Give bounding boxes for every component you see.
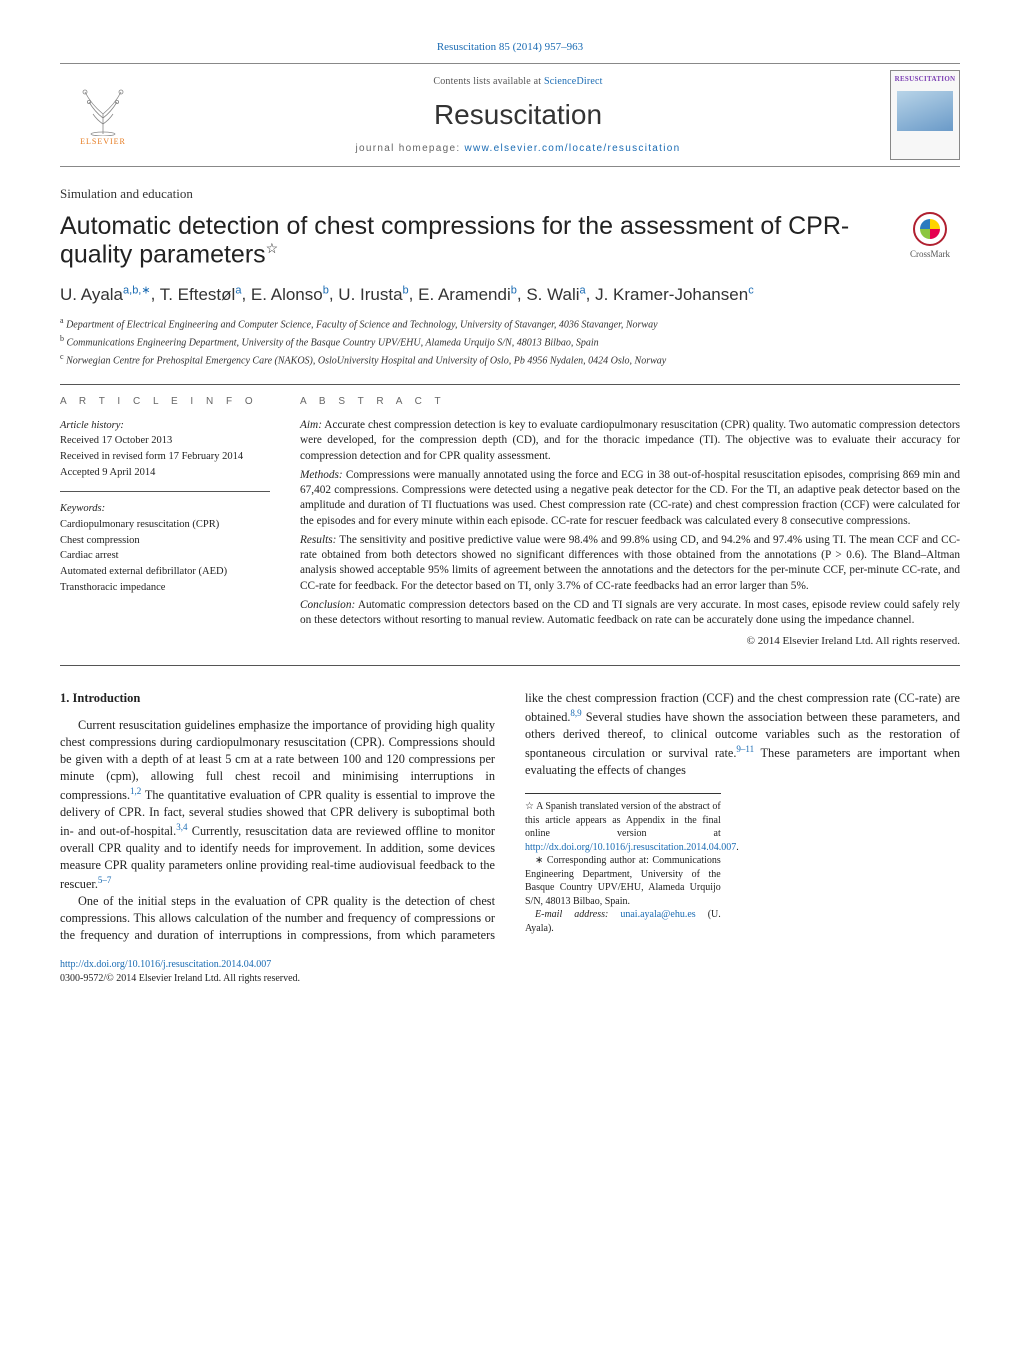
footnote-text: ☆ A Spanish translated version of the ab…: [525, 801, 721, 839]
author: T. Eftestøla: [160, 285, 242, 304]
footnote-star: ☆ A Spanish translated version of the ab…: [525, 800, 721, 854]
author: U. Ayalaa,b,∗: [60, 285, 151, 304]
footnote-doi-link[interactable]: http://dx.doi.org/10.1016/j.resuscitatio…: [525, 842, 736, 853]
received-date: Received 17 October 2013: [60, 434, 270, 449]
title-footnote-star: ☆: [266, 240, 279, 256]
body-columns: 1. Introduction Current resuscitation gu…: [60, 690, 960, 944]
crossmark-badge[interactable]: CrossMark: [900, 212, 960, 261]
elsevier-tree-icon: [73, 84, 133, 136]
elsevier-logo: ELSEVIER: [60, 72, 146, 158]
keyword: Cardiac arrest: [60, 549, 270, 564]
journal-header-bar: ELSEVIER Contents lists available at Sci…: [60, 63, 960, 167]
abstract-heading: a b s t r a c t: [300, 395, 960, 409]
article-info-column: a r t i c l e i n f o Article history: R…: [60, 395, 270, 650]
accepted-date: Accepted 9 April 2014: [60, 466, 270, 481]
citation-ref[interactable]: 5–7: [98, 875, 112, 885]
journal-cover-thumbnail: RESUSCITATION: [890, 70, 960, 160]
crossmark-label: CrossMark: [910, 248, 950, 261]
doi-block: http://dx.doi.org/10.1016/j.resuscitatio…: [60, 958, 960, 986]
author: U. Irustab: [338, 285, 408, 304]
keyword: Automated external defibrillator (AED): [60, 565, 270, 580]
elsevier-wordmark: ELSEVIER: [80, 136, 126, 147]
citation-ref[interactable]: 9–11: [736, 744, 754, 754]
abstract-paragraph: Aim: Accurate chest compression detectio…: [300, 418, 960, 464]
history-label: Article history:: [60, 419, 270, 434]
author: E. Alonsob: [251, 285, 329, 304]
author: S. Walia: [526, 285, 585, 304]
cover-image: [897, 91, 953, 131]
title-row: Automatic detection of chest compression…: [60, 212, 960, 270]
header-center: Contents lists available at ScienceDirec…: [160, 75, 876, 156]
section-heading-1: 1. Introduction: [60, 690, 495, 707]
citation-ref[interactable]: 3,4: [176, 822, 187, 832]
abstract-paragraph: Methods: Compressions were manually anno…: [300, 468, 960, 529]
doi-link[interactable]: http://dx.doi.org/10.1016/j.resuscitatio…: [60, 959, 271, 970]
crossmark-icon: [913, 212, 947, 246]
email-link[interactable]: unai.ayala@ehu.es: [620, 909, 695, 920]
article-title: Automatic detection of chest compression…: [60, 212, 884, 270]
journal-homepage-link[interactable]: www.elsevier.com/locate/resuscitation: [465, 143, 681, 154]
abstract-copyright: © 2014 Elsevier Ireland Ltd. All rights …: [300, 634, 960, 649]
abstract-paragraph: Results: The sensitivity and positive pr…: [300, 533, 960, 594]
article-info-heading: a r t i c l e i n f o: [60, 395, 270, 409]
affiliation: a Department of Electrical Engineering a…: [60, 316, 960, 332]
body-paragraph: Current resuscitation guidelines emphasi…: [60, 717, 495, 893]
sciencedirect-link[interactable]: ScienceDirect: [544, 76, 603, 87]
keywords-label: Keywords:: [60, 502, 270, 517]
article-title-text: Automatic detection of chest compression…: [60, 212, 849, 269]
journal-reference: Resuscitation 85 (2014) 957–963: [60, 40, 960, 55]
author: E. Aramendib: [418, 285, 517, 304]
keyword: Cardiopulmonary resuscitation (CPR): [60, 518, 270, 533]
cover-title: RESUSCITATION: [895, 75, 956, 85]
article-supersection: Simulation and education: [60, 185, 960, 203]
abstract-column: a b s t r a c t Aim: Accurate chest comp…: [300, 395, 960, 650]
article-history-block: Article history: Received 17 October 201…: [60, 419, 270, 493]
citation-ref[interactable]: 1,2: [130, 786, 141, 796]
author: J. Kramer-Johansenc: [595, 285, 754, 304]
citation-ref[interactable]: 8,9: [570, 708, 581, 718]
journal-reference-link[interactable]: Resuscitation 85 (2014) 957–963: [437, 41, 583, 53]
revised-date: Received in revised form 17 February 201…: [60, 450, 270, 465]
footnote-corresponding: ∗ Corresponding author at: Communication…: [525, 854, 721, 908]
journal-name: Resuscitation: [160, 95, 876, 134]
footnote-text: .: [736, 842, 739, 853]
email-label: E-mail address:: [535, 909, 620, 920]
issn-copyright-line: 0300-9572/© 2014 Elsevier Ireland Ltd. A…: [60, 973, 300, 984]
footnote-block: ☆ A Spanish translated version of the ab…: [525, 793, 721, 935]
info-abstract-row: a r t i c l e i n f o Article history: R…: [60, 395, 960, 650]
footnote-email: E-mail address: unai.ayala@ehu.es (U. Ay…: [525, 908, 721, 935]
contents-available-line: Contents lists available at ScienceDirec…: [160, 75, 876, 89]
keywords-block: Keywords: Cardiopulmonary resuscitation …: [60, 502, 270, 595]
keyword: Transthoracic impedance: [60, 581, 270, 596]
keyword: Chest compression: [60, 534, 270, 549]
homepage-prefix: journal homepage:: [356, 143, 465, 154]
affiliation-list: a Department of Electrical Engineering a…: [60, 316, 960, 367]
abstract-paragraph: Conclusion: Automatic compression detect…: [300, 598, 960, 629]
author-list: U. Ayalaa,b,∗, T. Eftestøla, E. Alonsob,…: [60, 283, 960, 306]
journal-homepage-line: journal homepage: www.elsevier.com/locat…: [160, 142, 876, 156]
separator-rule: [60, 384, 960, 385]
affiliation: c Norwegian Centre for Prehospital Emerg…: [60, 352, 960, 368]
affiliation: b Communications Engineering Department,…: [60, 334, 960, 350]
contents-prefix: Contents lists available at: [433, 76, 544, 87]
separator-rule-2: [60, 665, 960, 666]
